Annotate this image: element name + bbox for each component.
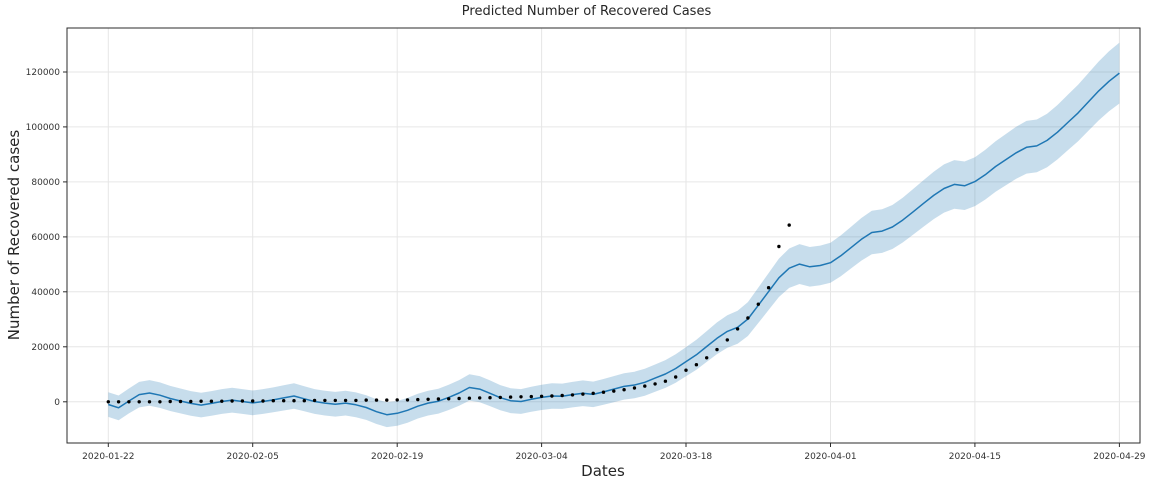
actual-point: [426, 397, 430, 401]
actual-point: [416, 397, 420, 402]
actual-point: [343, 398, 348, 403]
actual-point: [199, 399, 203, 403]
x-tick-label: 2020-04-01: [804, 452, 856, 462]
actual-point: [766, 286, 771, 290]
actual-point: [385, 398, 389, 402]
actual-point: [632, 386, 637, 390]
y-tick-label: 40000: [31, 288, 60, 298]
actual-point: [209, 399, 214, 403]
chart-title: Predicted Number of Recovered Cases: [461, 4, 712, 19]
actual-point: [405, 398, 410, 402]
actual-point: [323, 398, 327, 403]
axes-border: [66, 27, 1141, 444]
actual-point: [498, 395, 502, 400]
actual-point: [220, 399, 224, 403]
actual-point: [147, 400, 152, 404]
actual-point: [643, 384, 647, 388]
actual-point: [694, 363, 699, 367]
x-tick-label: 2020-02-19: [371, 452, 424, 462]
actual-point: [312, 398, 317, 403]
actual-point: [705, 356, 709, 360]
actual-point: [271, 399, 275, 403]
actual-point: [756, 302, 760, 306]
actual-point: [735, 327, 740, 331]
actual-point: [663, 379, 668, 383]
actual-point: [725, 338, 729, 342]
actual-point: [570, 393, 575, 397]
actual-point: [684, 368, 688, 372]
actual-point: [622, 388, 626, 392]
y-tick-label: 20000: [31, 343, 60, 353]
actual-point: [529, 394, 533, 399]
actual-point: [746, 316, 750, 320]
x-tick-label: 2020-03-18: [660, 452, 713, 462]
actual-point: [168, 399, 172, 404]
actual-point: [447, 397, 451, 401]
actual-point: [364, 398, 368, 402]
x-axis-label: Dates: [581, 462, 625, 480]
x-tick-label: 2020-01-22: [82, 452, 134, 462]
actual-point: [282, 399, 286, 403]
actual-point: [612, 389, 616, 393]
actual-point: [302, 399, 306, 403]
actual-point: [127, 400, 131, 404]
actual-point: [333, 398, 337, 403]
actual-point: [488, 396, 492, 400]
actual-point: [354, 398, 358, 403]
actual-point: [457, 396, 461, 401]
actual-point: [539, 394, 544, 398]
y-tick-label: 0: [54, 398, 60, 408]
predicted-line: [108, 72, 1120, 416]
plot-background: [67, 28, 1140, 443]
actual-point: [560, 393, 564, 398]
x-tick-label: 2020-03-04: [515, 452, 568, 462]
actual-point: [519, 395, 523, 399]
actual-point: [230, 399, 234, 403]
actual-point: [601, 390, 606, 394]
actual-point: [591, 391, 595, 395]
actual-point: [251, 399, 255, 403]
actual-point: [581, 392, 585, 396]
actual-point: [374, 398, 379, 402]
actual-point: [674, 375, 678, 379]
actual-point: [508, 395, 513, 399]
actual-point: [653, 382, 657, 386]
actual-point: [240, 399, 245, 403]
actual-point: [292, 399, 296, 403]
actual-point: [715, 347, 719, 352]
actual-point: [467, 396, 472, 400]
actual-point: [158, 400, 162, 404]
x-tick-label: 2020-04-29: [1093, 452, 1146, 462]
actual-point: [550, 394, 554, 398]
actual-point: [137, 400, 141, 404]
x-tick-label: 2020-02-05: [227, 452, 279, 462]
actual-point: [777, 244, 781, 249]
actual-point: [178, 399, 183, 404]
actual-point: [436, 397, 441, 401]
actual-point: [395, 398, 399, 402]
actual-point: [787, 223, 791, 227]
actual-point: [478, 396, 482, 400]
actual-point: [116, 400, 121, 404]
y-tick-label: 80000: [31, 178, 60, 188]
y-tick-label: 60000: [31, 233, 60, 243]
y-tick-label: 120000: [26, 68, 61, 78]
actual-point: [106, 400, 111, 404]
y-tick-label: 100000: [26, 123, 61, 133]
actual-point: [261, 399, 265, 403]
actual-point: [189, 399, 193, 404]
x-tick-label: 2020-04-15: [949, 452, 1001, 462]
